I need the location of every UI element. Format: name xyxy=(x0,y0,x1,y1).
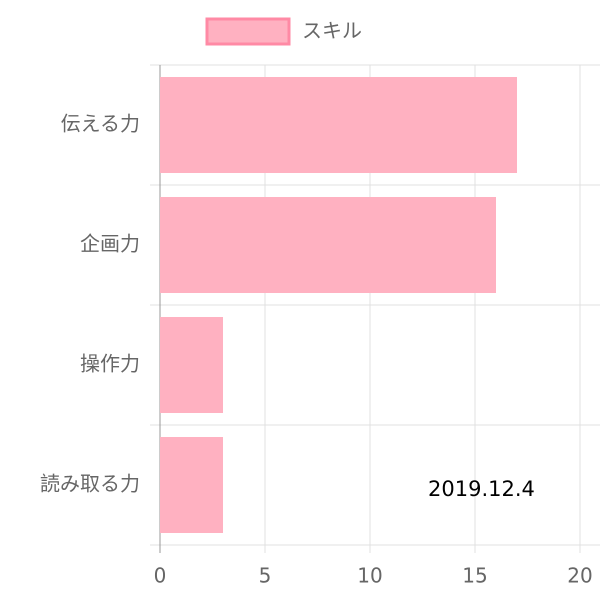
y-tick-label: 企画力 xyxy=(80,232,140,256)
x-tick-label: 10 xyxy=(357,564,382,588)
x-tick-label: 20 xyxy=(567,564,592,588)
x-tick-label: 0 xyxy=(154,564,167,588)
y-tick-label: 伝える力 xyxy=(61,112,140,136)
bar xyxy=(160,437,223,533)
bar xyxy=(160,77,517,173)
x-tick-label: 15 xyxy=(462,564,487,588)
annotation: 2019.12.4 xyxy=(428,477,535,501)
y-tick-label: 読み取る力 xyxy=(40,472,140,496)
y-tick-label: 操作力 xyxy=(80,352,140,376)
legend-swatch xyxy=(205,17,291,46)
bar xyxy=(160,317,223,413)
legend-label: スキル xyxy=(302,19,362,43)
bar xyxy=(160,197,496,293)
x-tick-label: 5 xyxy=(259,564,272,588)
